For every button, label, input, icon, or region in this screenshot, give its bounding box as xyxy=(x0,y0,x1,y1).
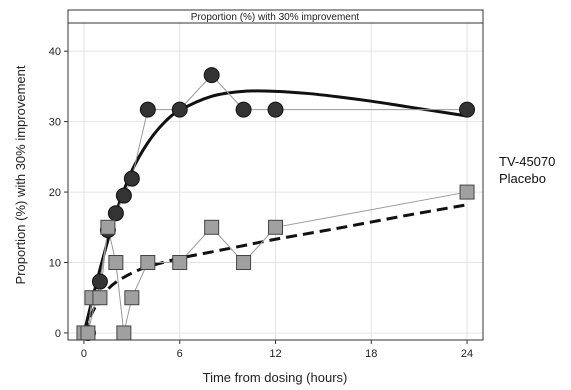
data-point xyxy=(100,219,116,235)
data-point xyxy=(140,255,156,271)
y-tick-label: 0 xyxy=(55,328,61,340)
data-point xyxy=(459,101,476,118)
data-point xyxy=(459,184,475,200)
y-tick-label: 10 xyxy=(49,258,61,270)
strip-title: Proportion (%) with 30% improvement xyxy=(191,12,360,23)
legend-label-placebo: Placebo xyxy=(499,171,546,186)
data-point xyxy=(92,290,108,306)
data-point xyxy=(124,290,140,306)
data-point xyxy=(139,101,156,118)
x-axis: 0 6 12 18 24 xyxy=(81,340,473,360)
x-tick-label: 18 xyxy=(365,348,377,360)
y-tick-label: 20 xyxy=(49,187,61,199)
y-axis: 0 10 20 30 40 xyxy=(49,46,68,340)
x-tick-label: 12 xyxy=(269,348,281,360)
data-point xyxy=(204,219,220,235)
x-axis-label: Time from dosing (hours) xyxy=(203,370,348,385)
y-tick-label: 30 xyxy=(49,117,61,129)
data-point xyxy=(108,255,124,271)
data-point xyxy=(171,101,188,118)
data-point xyxy=(116,325,132,341)
data-point xyxy=(172,255,188,271)
data-point xyxy=(203,67,220,84)
x-tick-label: 0 xyxy=(81,348,87,360)
data-point xyxy=(267,101,284,118)
data-point xyxy=(123,170,140,187)
data-point xyxy=(107,205,124,222)
data-point xyxy=(115,187,132,204)
data-point xyxy=(80,325,96,341)
x-tick-label: 24 xyxy=(461,348,473,360)
y-tick-label: 40 xyxy=(49,46,61,58)
legend: TV-45070 Placebo xyxy=(499,154,555,186)
data-point xyxy=(235,101,252,118)
data-point xyxy=(91,273,108,290)
markers xyxy=(76,67,476,341)
x-tick-label: 6 xyxy=(177,348,183,360)
data-point xyxy=(268,219,283,235)
data-point xyxy=(236,255,252,271)
grid xyxy=(68,23,483,340)
y-axis-label: Proportion (%) with 30% improvement xyxy=(13,65,28,284)
legend-label-tv45070: TV-45070 xyxy=(499,154,555,169)
